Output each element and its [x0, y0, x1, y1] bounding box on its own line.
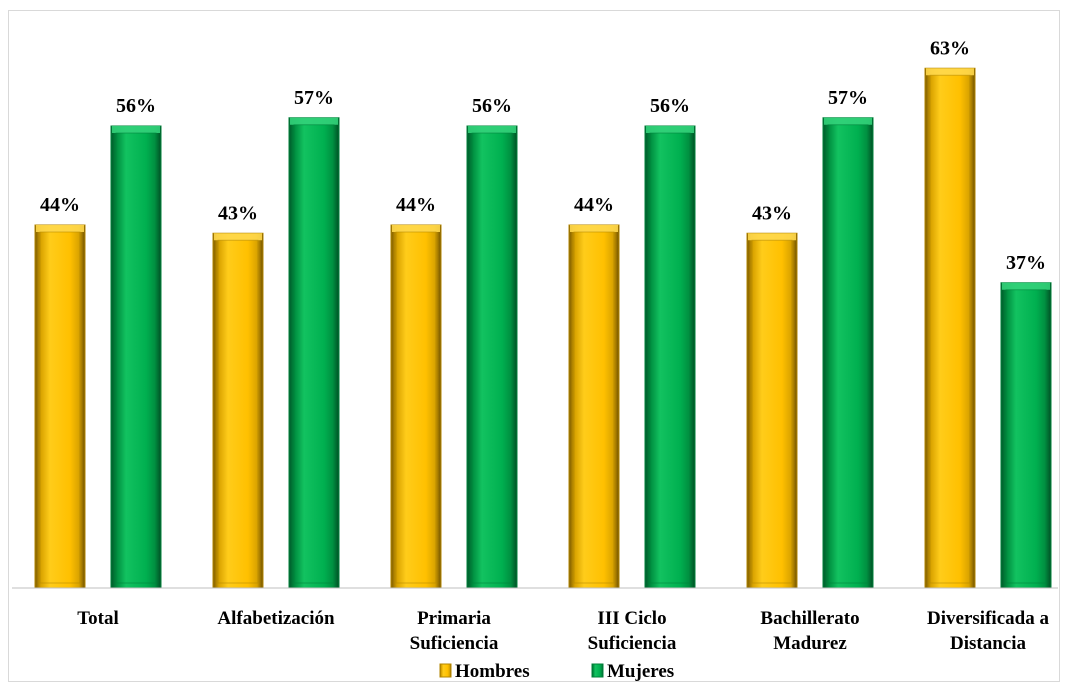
- data-label-mujeres-4: 56%: [650, 95, 690, 117]
- category-label-3: Primaria Suficiencia: [410, 608, 499, 654]
- bar-mujeres-3: [466, 125, 518, 589]
- category-label-6: Diversificada a Distancia: [927, 608, 1049, 654]
- legend-item-mujeres: Mujeres: [591, 661, 674, 682]
- data-label-hombres-3: 44%: [396, 194, 436, 216]
- bar-mujeres-1: [110, 125, 162, 589]
- category-label-4: III Ciclo Suficiencia: [588, 608, 677, 654]
- bar-mujeres-4: [644, 125, 696, 589]
- bar-hombres-4: [568, 224, 620, 589]
- category-label-2: Alfabetización: [217, 608, 335, 629]
- legend-label-hombres: Hombres: [455, 661, 530, 682]
- bar-hombres-6: [924, 67, 976, 589]
- bar-mujeres-2: [288, 117, 340, 589]
- category-label-5: Bachillerato Madurez: [760, 608, 859, 654]
- bar-hombres-1: [34, 224, 86, 589]
- data-label-mujeres-3: 56%: [472, 95, 512, 117]
- data-label-hombres-5: 43%: [752, 202, 792, 224]
- data-label-mujeres-1: 56%: [116, 95, 156, 117]
- data-label-hombres-1: 44%: [40, 194, 80, 216]
- data-label-mujeres-5: 57%: [828, 87, 868, 109]
- data-label-mujeres-6: 37%: [1006, 252, 1046, 274]
- legend-swatch-mujeres: [591, 663, 604, 678]
- bar-mujeres-5: [822, 117, 874, 589]
- bar-hombres-2: [212, 232, 264, 589]
- legend-item-hombres: Hombres: [439, 661, 530, 682]
- category-label-1: Total: [77, 608, 119, 629]
- data-label-hombres-2: 43%: [218, 202, 258, 224]
- chart-frame: [8, 10, 1060, 682]
- data-label-hombres-4: 44%: [574, 194, 614, 216]
- data-label-mujeres-2: 57%: [294, 87, 334, 109]
- legend-label-mujeres: Mujeres: [607, 661, 674, 682]
- bar-hombres-3: [390, 224, 442, 589]
- bar-hombres-5: [746, 232, 798, 589]
- data-label-hombres-6: 63%: [930, 37, 970, 59]
- bar-mujeres-6: [1000, 282, 1052, 589]
- legend-swatch-hombres: [439, 663, 452, 678]
